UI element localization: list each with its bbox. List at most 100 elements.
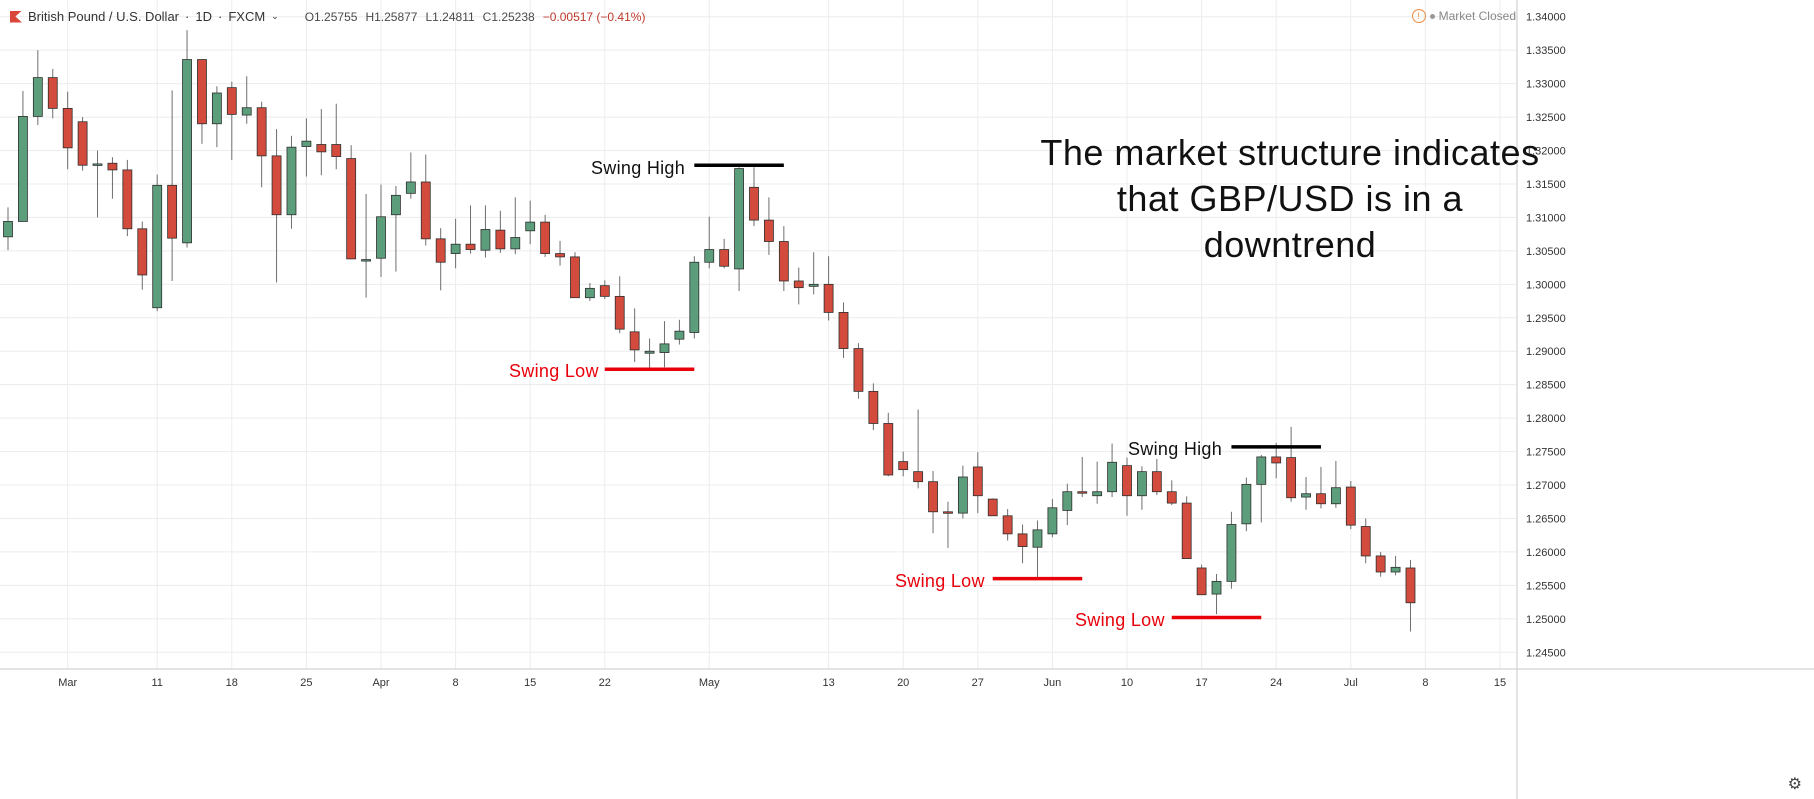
candle-body xyxy=(316,144,327,153)
x-tick-label: 24 xyxy=(1270,677,1282,689)
candle-down xyxy=(1271,442,1282,479)
candle-up xyxy=(361,194,371,298)
x-tick-label: 22 xyxy=(599,677,611,689)
x-tick-label: May xyxy=(699,677,720,689)
candle-down xyxy=(913,409,924,489)
candle-down xyxy=(1345,481,1356,530)
warning-icon: ! xyxy=(1411,9,1426,23)
candle-up xyxy=(1301,476,1311,510)
y-tick-label: 1.24500 xyxy=(1526,647,1566,659)
candle-body xyxy=(92,163,103,166)
candle-body xyxy=(331,144,342,157)
x-tick-label: 17 xyxy=(1195,677,1207,689)
candle-up xyxy=(957,465,968,519)
chevron-down-icon[interactable]: ⌄ xyxy=(271,11,279,21)
candle-up xyxy=(152,174,163,312)
x-tick-label: 10 xyxy=(1121,677,1133,689)
candle-body xyxy=(1316,493,1326,505)
candle-body xyxy=(1301,493,1311,498)
swing-low-label: Swing Low xyxy=(1075,610,1165,630)
flag-icon xyxy=(10,11,22,23)
gear-icon[interactable]: ⚙ xyxy=(1787,776,1802,793)
symbol-name[interactable]: British Pound / U.S. Dollar xyxy=(28,9,180,24)
candle-body xyxy=(1137,471,1147,497)
candle-down xyxy=(1360,518,1371,564)
y-tick-label: 1.33000 xyxy=(1526,79,1566,91)
candle-down xyxy=(137,221,148,290)
candle-body xyxy=(913,471,924,483)
headline-text: The market structure indicates that GBP/… xyxy=(1040,130,1540,268)
candle-body xyxy=(704,249,715,263)
source-label[interactable]: FXCM xyxy=(228,9,266,24)
candle-up xyxy=(510,197,521,255)
candle-up xyxy=(1047,499,1058,538)
candle-body xyxy=(1077,491,1088,494)
candle-down xyxy=(495,210,506,253)
x-tick-label: 27 xyxy=(972,677,984,689)
candle-down xyxy=(316,109,327,176)
price-axis[interactable]: 1.24500 1.25000 1.25500 1.26000 1.26500 1.270… xyxy=(1526,12,1566,660)
candle-down xyxy=(898,451,909,477)
interval-label[interactable]: 1D xyxy=(195,9,212,24)
candle-down xyxy=(838,302,849,358)
candle-up xyxy=(1390,555,1401,576)
x-tick-label: 25 xyxy=(300,677,312,689)
x-tick-label: 15 xyxy=(524,677,536,689)
y-tick-label: 1.27500 xyxy=(1526,447,1566,459)
candle-down xyxy=(853,343,864,399)
candle-down xyxy=(1196,564,1207,596)
candle-body xyxy=(1211,580,1222,595)
candle-body xyxy=(719,249,730,267)
swing-lines xyxy=(604,163,1321,620)
candle-body xyxy=(764,219,774,242)
candle-down xyxy=(1316,466,1326,509)
candle-up xyxy=(1211,574,1222,615)
headline-line-2: that GBP/USD is in a downtrend xyxy=(1116,178,1464,265)
swing-high-label: Swing High xyxy=(591,158,686,178)
swing-low-label: Swing Low xyxy=(509,361,599,381)
candle-down xyxy=(1017,524,1028,564)
candle-up xyxy=(286,135,297,229)
candle-body xyxy=(1032,529,1043,548)
candle-down xyxy=(62,91,73,170)
candle-body xyxy=(868,390,879,424)
candle-up xyxy=(584,282,595,302)
candle-up xyxy=(480,205,491,258)
candle-body xyxy=(987,498,998,517)
candle-up xyxy=(376,184,386,277)
candle-down xyxy=(226,81,237,160)
candle-body xyxy=(62,107,73,149)
candle-body xyxy=(689,261,700,333)
candle-body xyxy=(376,216,386,259)
y-tick-label: 1.26000 xyxy=(1526,547,1566,559)
candle-down xyxy=(47,68,58,119)
candle-body xyxy=(943,511,953,514)
candle-up xyxy=(689,256,700,339)
candle-up xyxy=(450,218,461,269)
candle-down xyxy=(1166,480,1177,506)
candle-body xyxy=(778,241,789,282)
candle-body xyxy=(734,168,744,270)
candle-up xyxy=(1092,461,1103,504)
candle-up xyxy=(1330,460,1341,508)
candle-body xyxy=(525,221,536,232)
symbol-header[interactable]: British Pound / U.S. Dollar · 1D · FXCM … xyxy=(10,9,645,24)
candle-body xyxy=(1092,491,1103,497)
y-tick-label: 1.34000 xyxy=(1526,12,1566,24)
candle-down xyxy=(555,240,565,266)
candle-body xyxy=(599,285,610,297)
time-axis[interactable]: Mar 11 18 25 Apr 8 15 22 May 13 20 27 Jun 10 17 24 Jul 8 1… xyxy=(58,677,1506,689)
candle-body xyxy=(226,87,237,115)
candle-down xyxy=(614,276,625,334)
y-tick-label: 1.26500 xyxy=(1526,513,1566,525)
candle-body xyxy=(674,330,685,340)
candle-body xyxy=(1405,567,1416,604)
y-tick-label: 1.28500 xyxy=(1526,380,1566,392)
candle-body xyxy=(182,59,192,244)
candle-up xyxy=(808,252,819,295)
candle-down xyxy=(107,157,118,199)
y-tick-label: 1.30000 xyxy=(1526,279,1566,291)
candle-down xyxy=(883,412,894,477)
y-tick-label: 1.29000 xyxy=(1526,346,1566,358)
